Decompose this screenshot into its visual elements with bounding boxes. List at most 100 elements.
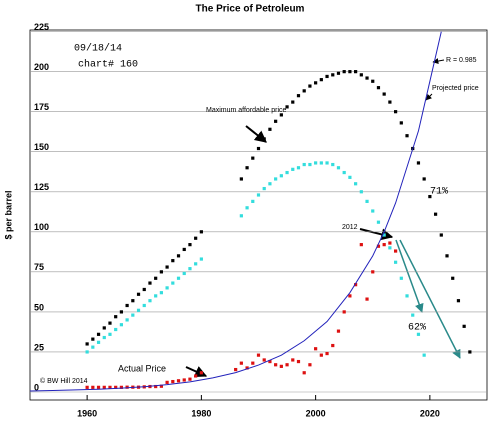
point bbox=[154, 276, 158, 280]
point bbox=[399, 121, 403, 125]
point bbox=[85, 385, 89, 389]
point bbox=[245, 366, 249, 370]
point bbox=[359, 190, 363, 194]
point bbox=[194, 236, 198, 240]
point bbox=[336, 329, 341, 333]
point bbox=[182, 378, 186, 382]
point bbox=[114, 385, 118, 389]
point bbox=[365, 199, 369, 203]
point bbox=[388, 246, 392, 250]
point bbox=[188, 267, 192, 271]
point bbox=[348, 294, 352, 298]
point bbox=[159, 384, 163, 388]
point bbox=[199, 230, 203, 234]
point bbox=[274, 363, 278, 367]
point bbox=[331, 73, 335, 77]
point bbox=[371, 209, 375, 213]
annotation: R = 0.985 bbox=[446, 57, 477, 64]
point bbox=[428, 194, 432, 199]
point bbox=[342, 170, 346, 175]
point bbox=[171, 259, 175, 263]
point bbox=[354, 70, 358, 74]
point bbox=[268, 359, 272, 364]
point bbox=[131, 313, 135, 317]
point bbox=[176, 379, 181, 383]
point bbox=[422, 353, 426, 357]
point bbox=[154, 294, 158, 298]
point bbox=[165, 286, 169, 290]
arrow bbox=[395, 239, 424, 313]
point bbox=[239, 361, 243, 365]
series-label: Actual Price bbox=[118, 363, 166, 373]
point bbox=[148, 299, 152, 303]
point bbox=[302, 89, 306, 93]
point bbox=[451, 276, 455, 280]
arrow bbox=[399, 239, 461, 359]
point bbox=[256, 353, 261, 357]
point bbox=[382, 92, 386, 96]
arrows bbox=[185, 58, 461, 378]
point bbox=[131, 299, 135, 303]
arrow bbox=[425, 93, 433, 101]
point bbox=[194, 374, 198, 378]
point bbox=[96, 340, 101, 344]
y-tick-label: 25 bbox=[34, 342, 44, 352]
y-tick-label: 100 bbox=[34, 222, 49, 232]
point bbox=[142, 303, 146, 308]
point bbox=[314, 81, 318, 85]
point bbox=[308, 363, 312, 367]
y-tick-label: 150 bbox=[34, 142, 49, 152]
point bbox=[376, 86, 381, 90]
y-tick-label: 125 bbox=[34, 182, 49, 192]
point bbox=[348, 175, 352, 179]
point bbox=[136, 308, 141, 312]
point bbox=[245, 206, 249, 210]
point bbox=[279, 174, 283, 178]
point bbox=[439, 233, 443, 237]
y-tick-label: 225 bbox=[34, 22, 49, 32]
point bbox=[239, 177, 243, 181]
y-tick-label: 200 bbox=[34, 62, 49, 72]
point bbox=[154, 384, 158, 389]
point bbox=[239, 214, 243, 218]
point bbox=[256, 146, 261, 151]
point bbox=[245, 166, 249, 170]
point bbox=[308, 84, 312, 88]
point bbox=[114, 315, 118, 319]
y-tick-label: 0 bbox=[34, 382, 39, 392]
point bbox=[119, 310, 123, 314]
point bbox=[325, 351, 329, 356]
y-tick-label: 175 bbox=[34, 102, 49, 112]
point bbox=[399, 276, 403, 280]
annotation: © BW Hill 2014 bbox=[40, 377, 88, 385]
point bbox=[91, 385, 95, 389]
point bbox=[159, 291, 163, 295]
line bbox=[30, 31, 442, 392]
point bbox=[234, 367, 238, 372]
point bbox=[171, 379, 175, 384]
point bbox=[262, 186, 266, 191]
point bbox=[468, 350, 472, 354]
point bbox=[262, 137, 266, 141]
arrow bbox=[359, 228, 394, 241]
point bbox=[171, 281, 175, 285]
point bbox=[371, 270, 375, 274]
point bbox=[291, 167, 295, 171]
plot-area bbox=[30, 31, 472, 392]
point bbox=[274, 177, 278, 181]
point bbox=[148, 281, 152, 285]
point bbox=[142, 287, 146, 292]
point bbox=[462, 324, 466, 328]
point bbox=[325, 161, 329, 165]
point bbox=[325, 74, 329, 79]
point bbox=[365, 76, 369, 80]
point bbox=[102, 385, 106, 389]
point bbox=[96, 385, 101, 389]
point bbox=[422, 177, 426, 181]
point bbox=[371, 79, 375, 83]
x-tick-label: 2020 bbox=[420, 408, 440, 418]
chart-title: The Price of Petroleum bbox=[196, 4, 305, 15]
point bbox=[376, 244, 381, 248]
point bbox=[188, 377, 192, 381]
